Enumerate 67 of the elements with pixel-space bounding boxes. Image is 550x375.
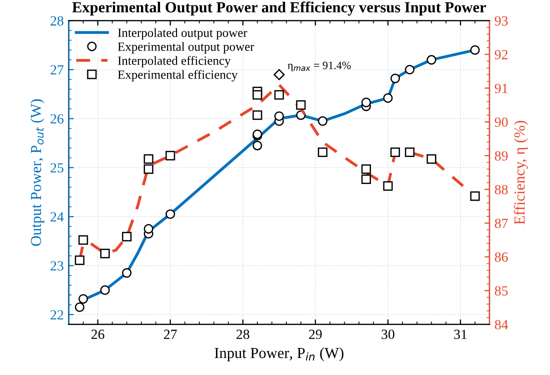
chart-title: Experimental Output Power and Efficiency versus Input Power xyxy=(72,2,486,16)
y2-axis-title: Efficiency, η (%) xyxy=(514,120,528,224)
y2-tick-label: 90 xyxy=(494,117,508,127)
point xyxy=(252,140,262,150)
y-tick-label: 27 xyxy=(50,65,64,74)
x-tick-label: 31 xyxy=(454,330,467,340)
point xyxy=(274,69,285,80)
point xyxy=(166,150,176,160)
y-tick-label: 22 xyxy=(50,310,64,320)
point xyxy=(274,111,284,121)
legend-label: Experimental efficiency xyxy=(118,70,238,82)
y2-tick-label: 91 xyxy=(494,84,508,94)
point xyxy=(122,268,132,278)
y2-tick-label: 89 xyxy=(494,151,508,161)
legend-label: Interpolated efficiency xyxy=(118,56,231,68)
y2-tick-label: 87 xyxy=(494,218,508,228)
point xyxy=(383,181,393,191)
point xyxy=(296,100,306,110)
y2-tick-label: 88 xyxy=(494,184,508,194)
x-tick-label: 29 xyxy=(309,330,322,340)
point xyxy=(361,164,371,174)
x-tick-label: 27 xyxy=(164,330,177,339)
legend-label: Interpolated output power xyxy=(118,28,248,40)
point xyxy=(274,90,284,100)
y2-tick-label: 93 xyxy=(494,16,508,26)
point xyxy=(426,154,436,164)
point xyxy=(252,110,262,120)
point xyxy=(144,154,154,164)
point xyxy=(470,45,480,55)
point xyxy=(166,209,176,219)
y-tick-label: 25 xyxy=(50,163,64,173)
x-tick-label: 26 xyxy=(91,330,104,340)
point xyxy=(318,147,328,158)
y-tick-label: 26 xyxy=(50,114,64,124)
point xyxy=(404,64,414,74)
y-tick-label: 28 xyxy=(50,16,64,26)
point xyxy=(390,74,400,84)
legend-label: Experimental output power xyxy=(118,42,254,54)
point xyxy=(390,147,400,158)
point xyxy=(383,93,393,103)
point xyxy=(144,164,154,174)
point xyxy=(318,116,328,126)
point xyxy=(404,147,414,158)
y-tick-label: 24 xyxy=(50,212,64,222)
point xyxy=(78,294,88,304)
point xyxy=(252,90,262,100)
point xyxy=(361,174,371,184)
x-tick-label: 30 xyxy=(382,330,394,340)
x-tick-label: 28 xyxy=(236,330,250,340)
annotation: η$_{max}$ = 91.4% xyxy=(288,62,351,72)
point xyxy=(470,191,480,201)
point xyxy=(100,285,110,295)
y2-tick-label: 84 xyxy=(494,320,508,330)
x-axis-title: Input Power, P$_{in}$ (W) xyxy=(214,347,344,362)
y-tick-label: 23 xyxy=(50,261,64,271)
y2-tick-label: 85 xyxy=(494,286,508,296)
point xyxy=(144,224,154,234)
y2-tick-label: 92 xyxy=(494,50,508,60)
point xyxy=(100,248,110,258)
y2-tick-label: 86 xyxy=(494,252,508,262)
point xyxy=(122,232,132,242)
point xyxy=(361,98,371,108)
point xyxy=(74,255,84,266)
point xyxy=(74,302,84,312)
point xyxy=(426,55,436,65)
point xyxy=(78,235,88,245)
y-axis-title: Output Power, P$_{out}$ (W) xyxy=(30,99,44,246)
